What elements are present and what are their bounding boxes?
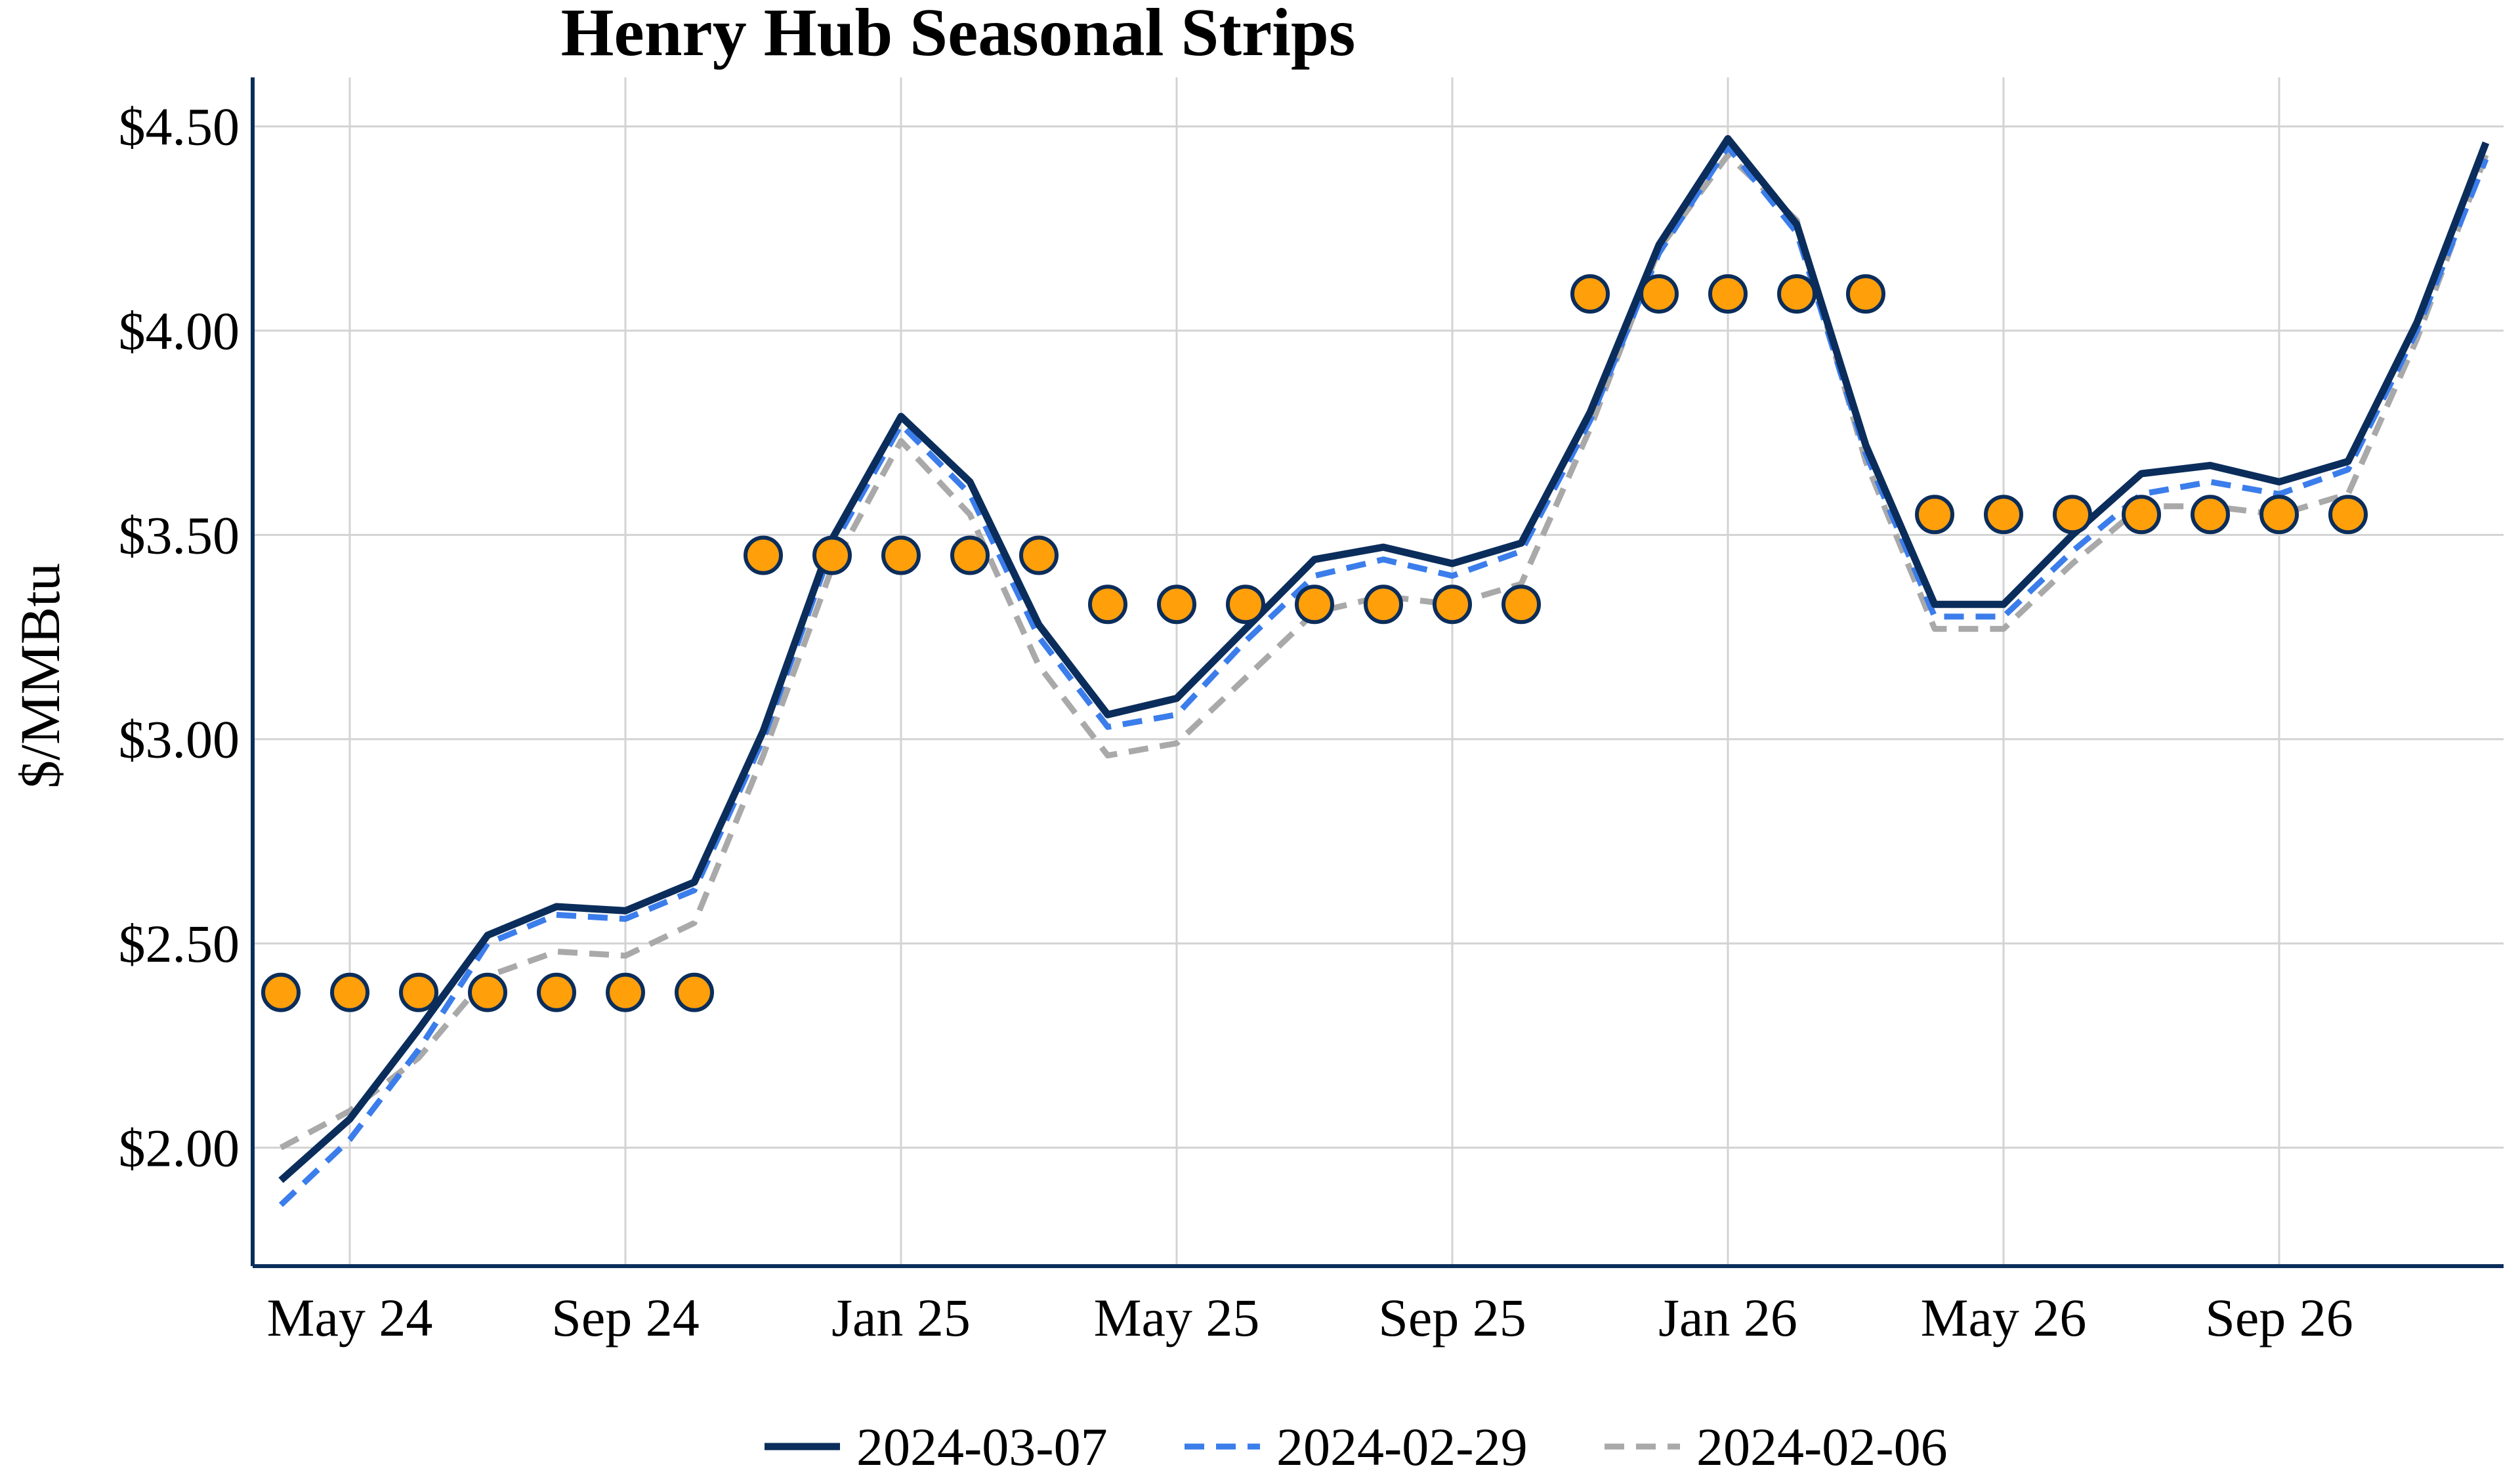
tick-labels: $2.00 $2.50 $3.00 $3.50 $4.00 $4.50 May 24 Sep … bbox=[119, 97, 2353, 1347]
y-axis-label: $/MMBtu bbox=[9, 563, 72, 789]
strip-marker bbox=[399, 972, 438, 1012]
strip-marker bbox=[2191, 495, 2230, 535]
legend-label: 2024-03-07 bbox=[856, 1417, 1108, 1477]
y-tick-label: $3.00 bbox=[119, 710, 240, 770]
axes bbox=[251, 77, 2504, 1268]
strip-marker bbox=[1157, 585, 1196, 625]
strip-marker bbox=[1639, 274, 1679, 314]
y-tick-label: $4.50 bbox=[119, 97, 240, 157]
strip-markers bbox=[261, 274, 2368, 1012]
series-line-2024-02-29 bbox=[278, 144, 2489, 1207]
legend-label: 2024-02-29 bbox=[1276, 1417, 1528, 1477]
strip-marker bbox=[744, 535, 783, 575]
grid bbox=[253, 77, 2504, 1266]
x-tick-label: Sep 26 bbox=[2205, 1288, 2353, 1347]
y-tick-label: $3.50 bbox=[119, 505, 240, 565]
x-tick-label: May 26 bbox=[1921, 1288, 2087, 1347]
strip-marker bbox=[606, 972, 645, 1012]
x-tick-label: Jan 26 bbox=[1658, 1288, 1797, 1347]
strip-marker bbox=[1364, 585, 1403, 625]
strip-marker bbox=[537, 972, 576, 1012]
x-tick-label: May 24 bbox=[267, 1288, 433, 1347]
x-tick-label: Sep 25 bbox=[1378, 1288, 1526, 1347]
strip-marker bbox=[261, 972, 301, 1012]
y-tick-label: $2.00 bbox=[119, 1118, 240, 1178]
x-tick-label: Jan 25 bbox=[831, 1288, 971, 1347]
strip-marker bbox=[1570, 274, 1610, 314]
strip-marker bbox=[1088, 585, 1127, 625]
y-tick-label: $4.00 bbox=[119, 301, 240, 361]
strip-marker bbox=[950, 535, 990, 575]
strip-marker bbox=[468, 972, 507, 1012]
legend-label: 2024-02-06 bbox=[1696, 1417, 1948, 1477]
strip-marker bbox=[1295, 585, 1334, 625]
strip-marker bbox=[1708, 274, 1748, 314]
strip-marker bbox=[2122, 495, 2161, 535]
strip-marker bbox=[675, 972, 714, 1012]
series-line-2024-02-06 bbox=[279, 152, 2489, 1151]
strip-marker bbox=[1433, 585, 1472, 625]
strip-marker bbox=[330, 972, 369, 1012]
strip-marker bbox=[1846, 274, 1885, 314]
strip-marker bbox=[1019, 535, 1059, 575]
strip-marker bbox=[1777, 274, 1816, 314]
strip-marker bbox=[881, 535, 921, 575]
y-tick-label: $2.50 bbox=[119, 914, 240, 974]
chart-title: Henry Hub Seasonal Strips bbox=[561, 0, 1356, 70]
legend: 2024-03-07 2024-02-29 2024-02-06 bbox=[765, 1417, 1948, 1477]
x-tick-label: May 25 bbox=[1094, 1288, 1260, 1347]
strip-marker bbox=[1915, 495, 1954, 535]
strip-marker bbox=[1984, 495, 2023, 535]
strip-marker bbox=[1226, 585, 1265, 625]
strip-marker bbox=[2053, 495, 2092, 535]
series-lines bbox=[278, 134, 2490, 1207]
strip-marker bbox=[1502, 585, 1541, 625]
strip-marker bbox=[2328, 495, 2368, 535]
series-line-2024-03-07 bbox=[278, 134, 2490, 1183]
strip-marker bbox=[2259, 495, 2299, 535]
strip-marker bbox=[812, 535, 852, 575]
x-tick-label: Sep 24 bbox=[551, 1288, 700, 1347]
